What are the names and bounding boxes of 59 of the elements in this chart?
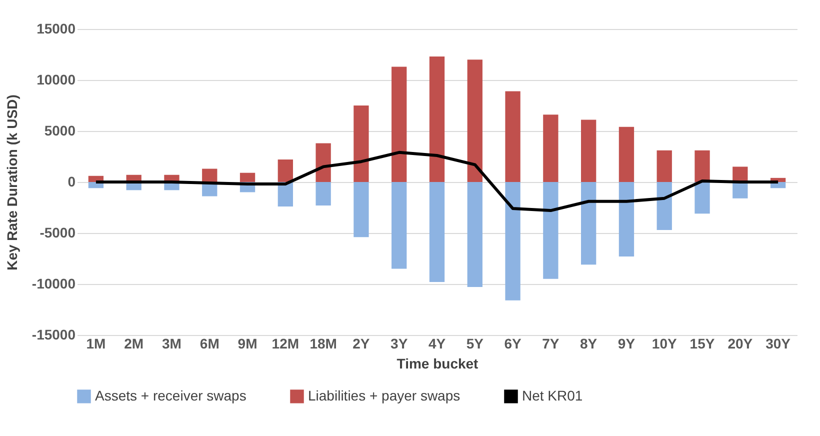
x-tick-label: 1M [86,336,106,352]
legend-label: Net KR01 [522,387,583,404]
x-tick-label: 4Y [428,336,446,352]
x-tick-label: 30Y [766,336,792,352]
bar [732,166,748,182]
bar [240,172,256,182]
bar [467,60,482,182]
legend-label: Assets + receiver swaps [95,387,246,404]
bar [732,182,748,198]
bar [543,114,558,182]
line-series [94,150,780,212]
bar [316,143,331,182]
x-tick-label: 15Y [690,336,716,352]
x-tick-label: 10Y [652,336,678,352]
bar [354,182,369,238]
y-tick-label: 0 [68,174,76,190]
bar [581,182,596,265]
x-tick-label: 9M [238,336,258,352]
x-tick-label: 7Y [542,336,560,352]
x-tick-label: 6M [200,336,220,352]
legend-label: Liabilities + payer swaps [308,387,460,404]
x-tick-label: 5Y [466,336,484,352]
bar [656,150,672,182]
y-axis-title: Key Rate Duration (k USD) [4,94,20,270]
x-tick-label: 3Y [390,336,408,352]
bar [202,168,218,182]
y-tick-label: -15000 [32,326,76,342]
bar [467,182,482,288]
bar [392,66,407,182]
bar [429,56,445,182]
bar [618,126,634,182]
x-tick-label: 9Y [618,336,636,352]
y-tick-label: 10000 [36,72,76,88]
x-tick-label: 2M [124,336,144,352]
y-tick-label: -5000 [40,224,76,240]
bar [618,182,634,256]
bar [429,182,445,282]
bar [694,150,710,182]
y-tick-label: 5000 [44,122,76,138]
bar [581,120,596,182]
y-tick-label: 15000 [36,20,76,36]
bar [505,91,520,182]
y-tick-label: -10000 [32,276,76,292]
x-tick-label: 12M [272,336,300,352]
x-tick-label: 2Y [352,336,370,352]
bar [656,182,672,230]
x-tick-label: 8Y [580,336,598,352]
bar [694,182,710,214]
x-tick-label: 6Y [504,336,522,352]
x-tick-label: 20Y [728,336,754,352]
x-axis-title: Time bucket [396,356,479,372]
bar [354,106,369,182]
bar [392,182,407,269]
x-tick-label: 18M [310,336,337,352]
bar [543,182,558,279]
bar [278,160,293,182]
bar [316,182,331,206]
bar [505,182,520,300]
x-tick-label: 3M [162,336,182,352]
